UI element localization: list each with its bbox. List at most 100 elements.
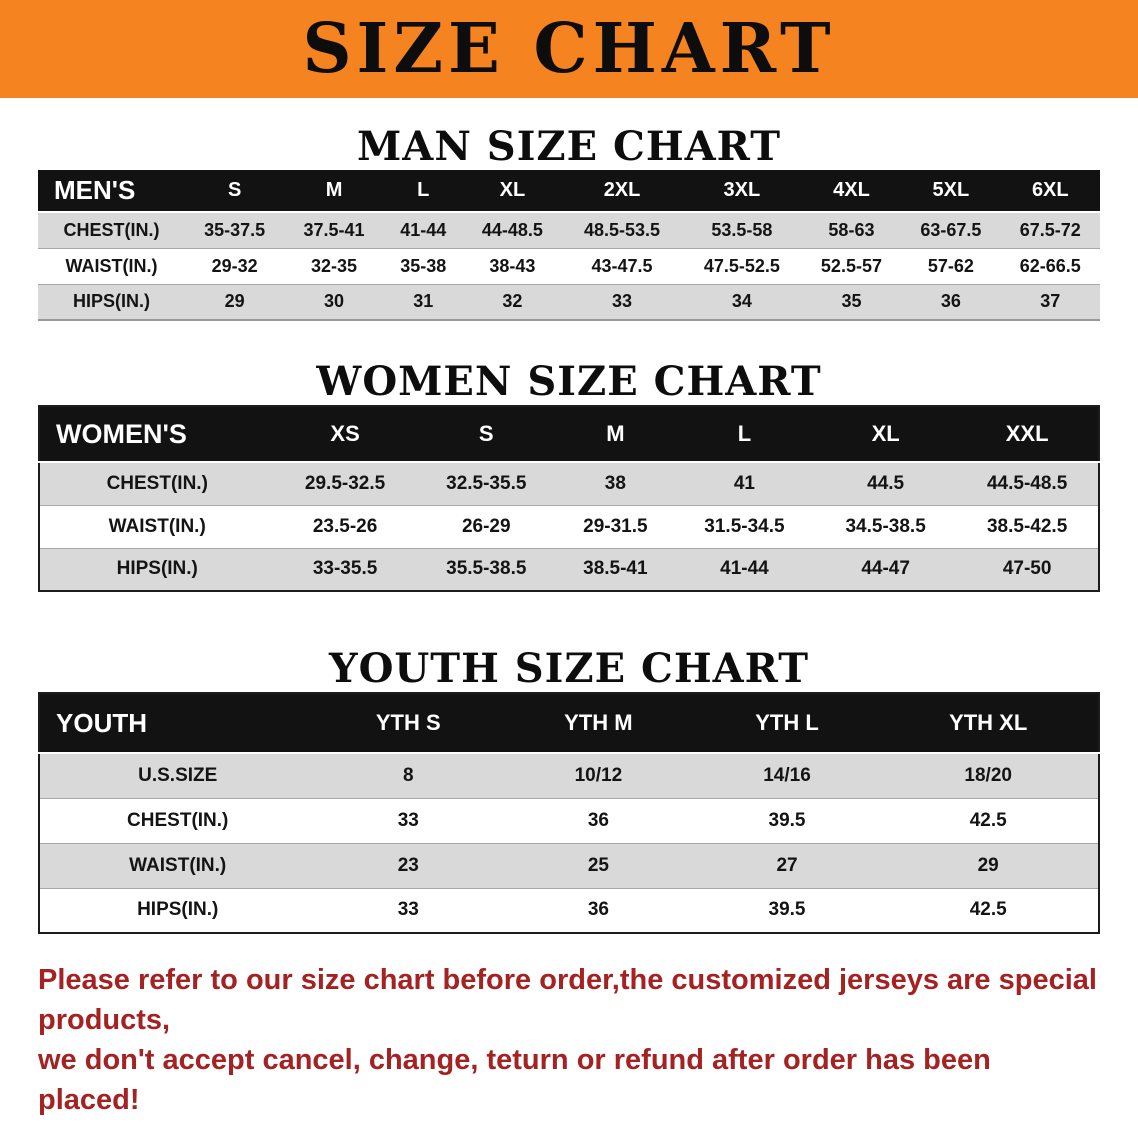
size-value-cell: 44.5-48.5	[956, 461, 1099, 505]
women-section-heading: WOMEN SIZE CHART	[316, 358, 822, 405]
table-row: U.S.SIZE 8 10/12 14/16 18/20	[39, 752, 1099, 798]
table-header-row: MEN'S S M L XL 2XL 3XL 4XL 5XL 6XL	[38, 170, 1100, 213]
size-value-cell: 39.5	[695, 887, 879, 933]
size-value-cell: 38	[556, 461, 674, 505]
table-row: WAIST(IN.) 23.5-26 26-29 29-31.5 31.5-34.5 34…	[39, 504, 1099, 548]
size-value-cell: 31.5-34.5	[673, 504, 816, 548]
size-value-cell: 35-38	[383, 247, 463, 284]
page-title: SIZE CHART	[302, 9, 836, 89]
banner: SIZE CHART	[0, 0, 1138, 98]
size-value-cell: 62-66.5	[1000, 247, 1100, 284]
size-value-cell: 35-37.5	[184, 211, 285, 248]
size-value-cell: 32-35	[284, 247, 384, 284]
size-value-cell: 33	[315, 797, 502, 843]
youth-size-table: YOUTH YTH S YTH M YTH L YTH XL U.S.SIZE 8 10/12…	[38, 692, 1100, 934]
size-value-cell: 41	[673, 461, 816, 505]
size-column-header: S	[184, 170, 285, 213]
size-value-cell: 42.5	[878, 887, 1099, 933]
row-label-cell: CHEST(IN.)	[39, 461, 275, 505]
size-value-cell: 33	[315, 887, 502, 933]
size-column-header: L	[673, 406, 816, 463]
size-value-cell: 44.5	[815, 461, 957, 505]
size-value-cell: 39.5	[695, 797, 879, 843]
size-column-header: M	[284, 170, 384, 213]
size-value-cell: 44-47	[815, 547, 957, 591]
size-value-cell: 41-44	[673, 547, 816, 591]
table-header-row: YOUTH YTH S YTH M YTH L YTH XL	[39, 693, 1099, 754]
row-label-cell: WAIST(IN.)	[39, 504, 275, 548]
size-value-cell: 47-50	[956, 547, 1099, 591]
table-row: HIPS(IN.) 33 36 39.5 42.5	[39, 887, 1099, 933]
size-value-cell: 36	[501, 887, 696, 933]
table-row: CHEST(IN.) 29.5-32.5 32.5-35.5 38 41 44.5 44.5…	[39, 461, 1099, 505]
size-column-header: 2XL	[562, 170, 682, 213]
size-value-cell: 58-63	[801, 211, 902, 248]
size-value-cell: 23.5-26	[274, 504, 416, 548]
table-title-cell: MEN'S	[38, 170, 185, 213]
size-column-header: 4XL	[801, 170, 902, 213]
size-value-cell: 42.5	[878, 797, 1099, 843]
size-value-cell: 36	[501, 797, 696, 843]
size-value-cell: 27	[695, 842, 879, 888]
row-label-cell: HIPS(IN.)	[39, 887, 316, 933]
size-column-header: 5XL	[901, 170, 1001, 213]
table-row: WAIST(IN.) 29-32 32-35 35-38 38-43 43-47.5 47.…	[38, 247, 1100, 284]
size-value-cell: 43-47.5	[562, 247, 682, 284]
table-row: WAIST(IN.) 23 25 27 29	[39, 842, 1099, 888]
size-value-cell: 35.5-38.5	[415, 547, 557, 591]
size-column-header: YTH S	[315, 693, 502, 754]
size-value-cell: 53.5-58	[681, 211, 802, 248]
size-value-cell: 32	[462, 283, 563, 320]
size-value-cell: 34.5-38.5	[815, 504, 957, 548]
row-label-cell: WAIST(IN.)	[38, 247, 185, 284]
man-section-heading: MAN SIZE CHART	[357, 123, 781, 170]
row-label-cell: CHEST(IN.)	[38, 211, 185, 248]
size-column-header: 6XL	[1000, 170, 1100, 213]
table-row: CHEST(IN.) 35-37.5 37.5-41 41-44 44-48.5 48.5…	[38, 211, 1100, 248]
size-column-header: 3XL	[681, 170, 802, 213]
size-value-cell: 29	[878, 842, 1099, 888]
size-column-header: XS	[274, 406, 416, 463]
size-column-header: YTH L	[695, 693, 879, 754]
size-value-cell: 67.5-72	[1000, 211, 1100, 248]
size-column-header: M	[556, 406, 674, 463]
table-row: HIPS(IN.) 29 30 31 32 33 34 35 36 37	[38, 283, 1100, 320]
size-value-cell: 14/16	[695, 752, 879, 798]
size-value-cell: 37	[1000, 283, 1100, 320]
size-value-cell: 37.5-41	[284, 211, 384, 248]
row-label-cell: CHEST(IN.)	[39, 797, 316, 843]
size-value-cell: 33	[562, 283, 682, 320]
size-value-cell: 63-67.5	[901, 211, 1001, 248]
size-value-cell: 34	[681, 283, 802, 320]
size-value-cell: 29.5-32.5	[274, 461, 416, 505]
size-value-cell: 29-31.5	[556, 504, 674, 548]
size-column-header: L	[383, 170, 463, 213]
row-label-cell: U.S.SIZE	[39, 752, 316, 798]
row-label-cell: WAIST(IN.)	[39, 842, 316, 888]
size-column-header: XL	[815, 406, 957, 463]
table-header-row: WOMEN'S XS S M L XL XXL	[39, 406, 1099, 463]
size-value-cell: 44-48.5	[462, 211, 563, 248]
table-row: CHEST(IN.) 33 36 39.5 42.5	[39, 797, 1099, 843]
size-value-cell: 38-43	[462, 247, 563, 284]
size-value-cell: 8	[315, 752, 502, 798]
disclaimer: Please refer to our size chart before or…	[38, 960, 1100, 1120]
youth-section-heading: YOUTH SIZE CHART	[329, 645, 809, 692]
size-value-cell: 38.5-41	[556, 547, 674, 591]
women-size-table: WOMEN'S XS S M L XL XXL CHEST(IN.) 29.5-32.5 32.5…	[38, 405, 1100, 592]
table-title-cell: WOMEN'S	[39, 406, 275, 463]
size-value-cell: 32.5-35.5	[415, 461, 557, 505]
size-value-cell: 29-32	[184, 247, 285, 284]
size-value-cell: 52.5-57	[801, 247, 902, 284]
size-column-header: YTH M	[501, 693, 696, 754]
size-column-header: XL	[462, 170, 563, 213]
size-value-cell: 41-44	[383, 211, 463, 248]
size-column-header: XXL	[956, 406, 1099, 463]
size-value-cell: 23	[315, 842, 502, 888]
size-column-header: YTH XL	[878, 693, 1099, 754]
size-value-cell: 35	[801, 283, 902, 320]
size-value-cell: 10/12	[501, 752, 696, 798]
size-value-cell: 33-35.5	[274, 547, 416, 591]
table-row: HIPS(IN.) 33-35.5 35.5-38.5 38.5-41 41-44 44-…	[39, 547, 1099, 591]
